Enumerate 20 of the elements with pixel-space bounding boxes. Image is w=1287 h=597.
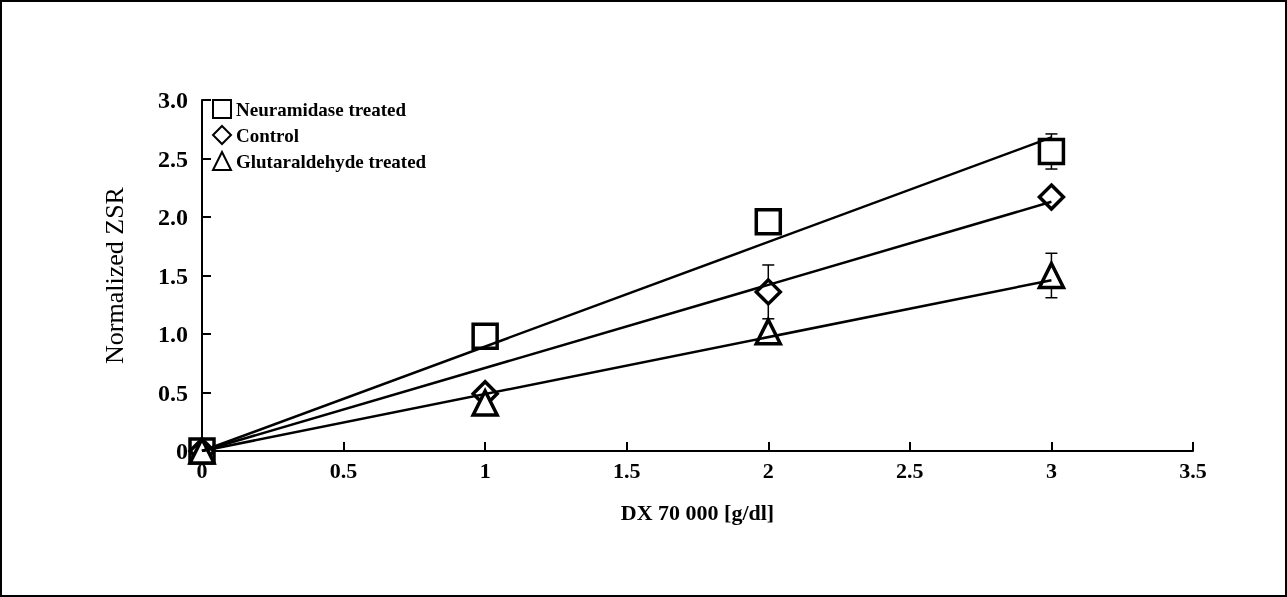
y-tick-label: 2.0 (158, 204, 188, 230)
x-tick-label: 3 (1045, 457, 1057, 483)
y-tick-label: 0 (176, 438, 188, 464)
x-tick-label: 1.5 (612, 457, 641, 483)
x-tick-label: 0.5 (329, 457, 358, 483)
y-tick-label: 1.5 (158, 262, 188, 289)
y-tick-label: 2.5 (158, 145, 188, 172)
y-tick-label: 0.5 (158, 379, 188, 406)
x-axis-title: DX 70 000 [g/dl] (620, 499, 775, 525)
x-tick-label: 1 (479, 457, 491, 483)
legend-label: Control (236, 124, 299, 146)
x-tick-label: 2.5 (896, 457, 924, 483)
y-axis-title: Normalized ZSR (99, 186, 129, 364)
y-tick-label: 1.0 (158, 321, 188, 347)
x-tick-label: 0 (196, 457, 208, 483)
x-tick-label: 3.5 (1179, 457, 1207, 483)
legend-label: Neuramidase treated (236, 98, 407, 120)
y-tick-label: 3.0 (158, 87, 188, 113)
x-tick-label: 2 (762, 457, 774, 483)
legend-label: Glutaraldehyde treated (236, 150, 427, 172)
